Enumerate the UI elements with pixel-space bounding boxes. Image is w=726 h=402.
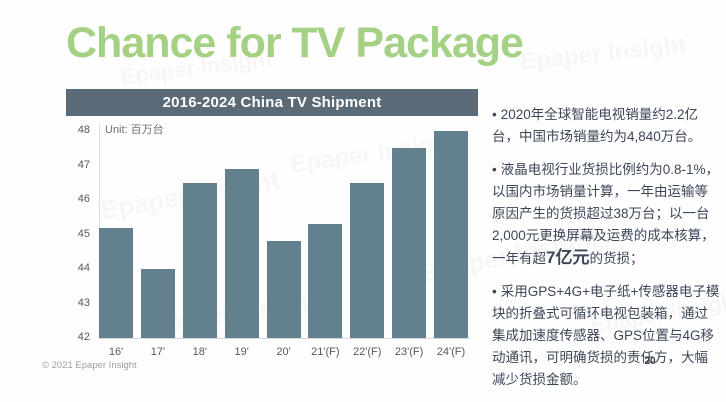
bullet-text: 液晶电视行业货损比例约为0.8-1%，以国内市场销量计算，一年由运输等原因产生的… bbox=[492, 162, 720, 266]
bullet-item: • 采用GPS+4G+电子纸+传感器电子模块的折叠式可循环电视包装箱，通过集成加速… bbox=[492, 281, 720, 391]
x-axis-line bbox=[99, 338, 470, 339]
x-axis-tick-label: 16' bbox=[108, 346, 124, 358]
x-axis-tick-label: 21'(F) bbox=[311, 346, 340, 358]
footer-copyright: © 2021 Epaper Insight bbox=[42, 360, 137, 371]
bar-23'(F) bbox=[392, 148, 427, 338]
y-axis-tick-label: 43 bbox=[77, 296, 90, 309]
page-number: 20 bbox=[644, 356, 656, 367]
x-axis-tick-label: 22'(F) bbox=[353, 346, 382, 358]
y-axis-tick-label: 45 bbox=[77, 227, 90, 240]
bar-21'(F) bbox=[308, 224, 343, 338]
bullet-text: 采用GPS+4G+电子纸+传感器电子模块的折叠式可循环电视包装箱，通过集成加速度… bbox=[492, 284, 720, 387]
bar-20' bbox=[266, 241, 301, 338]
y-axis-tick-label: 44 bbox=[77, 262, 90, 274]
bar-22'(F) bbox=[350, 182, 385, 338]
x-axis-tick-label: 17' bbox=[150, 346, 166, 358]
x-axis-tick-label: 18' bbox=[192, 346, 207, 358]
bullet-item: • 液晶电视行业货损比例约为0.8-1%，以国内市场销量计算，一年由运输等原因产生… bbox=[492, 159, 720, 270]
y-axis-tick-label: 42 bbox=[77, 331, 90, 343]
bar-16' bbox=[99, 227, 133, 338]
tv-shipment-chart: 2016-2024 China TV Shipment Unit: 百万台 42… bbox=[66, 89, 478, 361]
y-axis-tick-label: 48 bbox=[77, 124, 90, 136]
bullet-marker: • bbox=[492, 162, 497, 177]
bar-24'(F) bbox=[434, 131, 468, 338]
bullet-highlight: 7亿元 bbox=[546, 248, 590, 267]
chart-body: Unit: 百万台 42 43 44 45 46 47 48 16' 17' 18' 19' 20' 2… bbox=[66, 116, 478, 361]
bullet-item: • 2020年全球智能电视销量约2.2亿台，中国市场销量约为4,840万台。 bbox=[492, 104, 720, 148]
x-axis-tick-label: 19' bbox=[234, 346, 249, 358]
x-axis-tick-label: 20' bbox=[276, 346, 291, 358]
x-axis-tick-label: 23'(F) bbox=[394, 346, 424, 358]
y-axis-tick-label: 46 bbox=[77, 193, 90, 205]
chart-title: 2016-2024 China TV Shipment bbox=[66, 89, 478, 116]
bullet-text: 2020年全球智能电视销量约2.2亿台，中国市场销量约为4,840万台。 bbox=[492, 107, 702, 144]
bullet-marker: • bbox=[492, 107, 497, 122]
bullet-panel: • 2020年全球智能电视销量约2.2亿台，中国市场销量约为4,840万台。 • 液… bbox=[492, 104, 720, 402]
slide-title: Chance for TV Package bbox=[66, 19, 524, 67]
bullet-text: 的货损； bbox=[589, 251, 644, 266]
bar-19' bbox=[224, 168, 259, 338]
x-axis-tick-label: 24'(F) bbox=[436, 346, 466, 358]
bar-18' bbox=[182, 182, 217, 338]
bullet-marker: • bbox=[492, 284, 497, 299]
y-axis-tick-label: 47 bbox=[77, 158, 90, 171]
bar-17' bbox=[140, 269, 175, 338]
chart-unit-label: Unit: 百万台 bbox=[105, 124, 164, 136]
